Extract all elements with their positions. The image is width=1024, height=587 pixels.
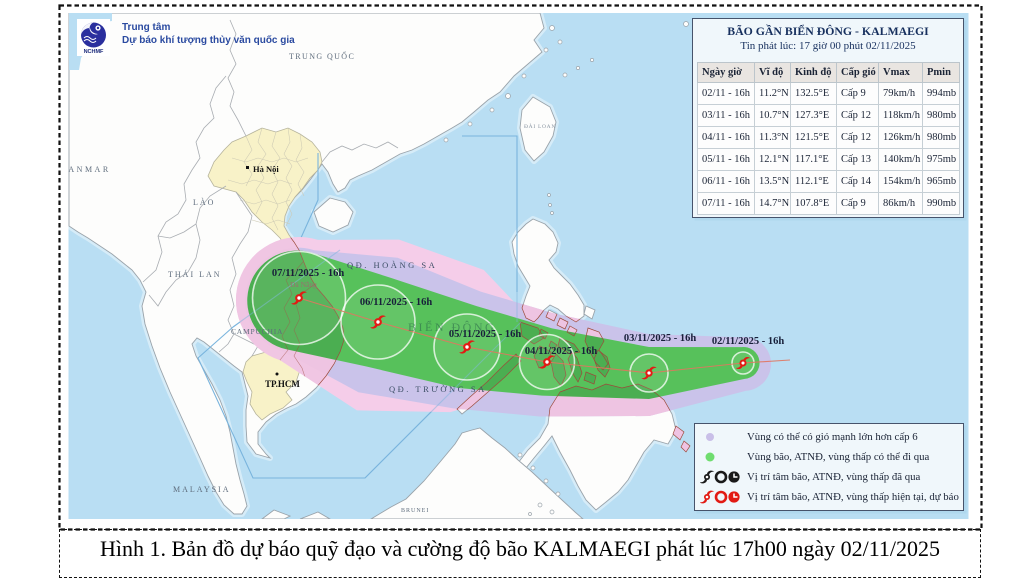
svg-text:LÀO: LÀO bbox=[193, 197, 215, 207]
svg-text:QĐ. HOÀNG SA: QĐ. HOÀNG SA bbox=[347, 260, 437, 270]
svg-text:YANMAR: YANMAR bbox=[61, 165, 111, 174]
svg-text:MALAYSIA: MALAYSIA bbox=[173, 485, 231, 494]
svg-text:05/11/2025 - 16h: 05/11/2025 - 16h bbox=[449, 329, 522, 340]
svg-text:BIỂN ĐÔNG: BIỂN ĐÔNG bbox=[408, 319, 496, 334]
svg-text:Đà Nẵng: Đà Nẵng bbox=[290, 280, 317, 289]
svg-text:NCHMF: NCHMF bbox=[84, 49, 104, 55]
svg-text:CAMPUCHIA: CAMPUCHIA bbox=[231, 327, 283, 336]
svg-text:BRUNEI: BRUNEI bbox=[401, 508, 429, 514]
svg-text:04/11/2025 - 16h: 04/11/2025 - 16h bbox=[525, 346, 598, 357]
svg-text:02/11/2025 - 16h: 02/11/2025 - 16h bbox=[712, 336, 785, 347]
svg-text:03/11/2025 - 16h: 03/11/2025 - 16h bbox=[624, 333, 697, 344]
svg-text:06/11/2025 - 16h: 06/11/2025 - 16h bbox=[360, 297, 433, 308]
svg-text:ĐÀI LOAN: ĐÀI LOAN bbox=[524, 122, 556, 130]
svg-text:Hà Nội: Hà Nội bbox=[253, 164, 279, 174]
svg-text:TRUNG QUỐC: TRUNG QUỐC bbox=[289, 51, 355, 61]
svg-text:THÁI LAN: THÁI LAN bbox=[168, 269, 222, 279]
svg-text:TP.HCM: TP.HCM bbox=[265, 379, 300, 389]
svg-text:QĐ. TRƯỜNG SA: QĐ. TRƯỜNG SA bbox=[389, 384, 487, 394]
svg-text:07/11/2025 - 16h: 07/11/2025 - 16h bbox=[272, 268, 345, 279]
